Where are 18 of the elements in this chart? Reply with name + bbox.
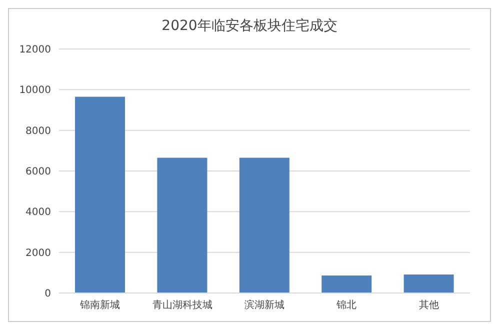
chart-title: 2020年临安各板块住宅成交 bbox=[160, 17, 338, 36]
x-tick-label: 滨湖新城 bbox=[244, 299, 284, 312]
y-tick-label: 10000 bbox=[19, 85, 51, 96]
x-tick-label: 其他 bbox=[418, 299, 439, 312]
x-tick-label: 青山湖科技城 bbox=[152, 299, 212, 312]
y-tick-label: 8000 bbox=[26, 126, 51, 137]
y-tick-label: 2000 bbox=[26, 248, 51, 259]
y-tick-label: 4000 bbox=[26, 207, 51, 218]
bar bbox=[404, 274, 454, 293]
y-tick-label: 12000 bbox=[19, 44, 51, 56]
x-tick-label: 锦南新城 bbox=[79, 299, 120, 312]
bar bbox=[75, 96, 125, 293]
bar bbox=[239, 158, 290, 293]
x-tick-label: 锦北 bbox=[336, 299, 357, 312]
bar bbox=[157, 158, 208, 293]
y-tick-label: 6000 bbox=[26, 166, 51, 178]
y-tick-label: 0 bbox=[44, 288, 51, 300]
bar bbox=[322, 276, 372, 293]
